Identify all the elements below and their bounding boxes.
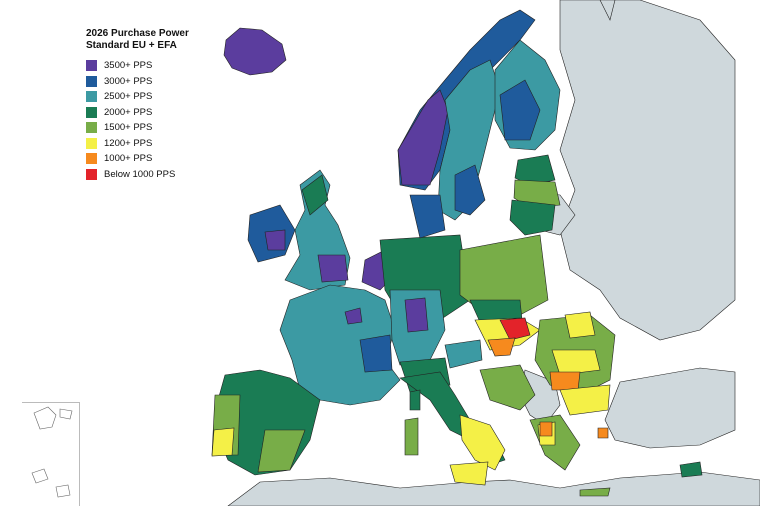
legend-item-1200: 1200+ PPS bbox=[86, 136, 236, 152]
legend-label: 2500+ PPS bbox=[104, 91, 153, 103]
legend-label: 1000+ PPS bbox=[104, 153, 153, 165]
legend-swatch bbox=[86, 75, 97, 87]
legend-list: 3500+ PPS 3000+ PPS 2500+ PPS 2000+ PPS … bbox=[86, 58, 236, 182]
legend-label: 2000+ PPS bbox=[104, 106, 153, 118]
legend-title-line1: 2026 Purchase Power bbox=[86, 28, 189, 39]
legend-swatch bbox=[86, 153, 97, 165]
legend-item-2000: 2000+ PPS bbox=[86, 105, 236, 121]
svalbard-inset bbox=[22, 402, 80, 506]
iberia bbox=[211, 369, 321, 476]
legend-item-3000: 3000+ PPS bbox=[86, 74, 236, 90]
legend-label: 3500+ PPS bbox=[104, 60, 153, 72]
legend-swatch bbox=[86, 122, 97, 134]
legend-item-3500: 3500+ PPS bbox=[86, 58, 236, 74]
legend-swatch bbox=[86, 168, 97, 180]
legend-swatch bbox=[86, 60, 97, 72]
map-legend: 2026 Purchase Power Standard EU + EFA 35… bbox=[86, 28, 236, 182]
legend-label: 1500+ PPS bbox=[104, 122, 153, 134]
legend-title: 2026 Purchase Power Standard EU + EFA bbox=[86, 28, 236, 52]
svalbard-inset-map bbox=[31, 406, 73, 498]
legend-swatch bbox=[86, 106, 97, 118]
south-east-europe bbox=[479, 311, 703, 497]
legend-item-below-1000: Below 1000 PPS bbox=[86, 167, 236, 183]
legend-label: 3000+ PPS bbox=[104, 75, 153, 87]
legend-title-line2: Standard EU + EFA bbox=[86, 40, 177, 51]
baltics bbox=[509, 154, 561, 236]
legend-item-1000: 1000+ PPS bbox=[86, 151, 236, 167]
legend-label: 1200+ PPS bbox=[104, 137, 153, 149]
legend-item-1500: 1500+ PPS bbox=[86, 120, 236, 136]
non-member-land bbox=[227, 0, 760, 506]
legend-label: Below 1000 PPS bbox=[104, 168, 176, 180]
scandinavia bbox=[397, 9, 561, 221]
legend-swatch bbox=[86, 137, 97, 149]
italy bbox=[399, 371, 506, 486]
region-iceland bbox=[223, 27, 287, 76]
legend-item-2500: 2500+ PPS bbox=[86, 89, 236, 105]
legend-swatch bbox=[86, 91, 97, 103]
british-isles bbox=[247, 169, 351, 291]
